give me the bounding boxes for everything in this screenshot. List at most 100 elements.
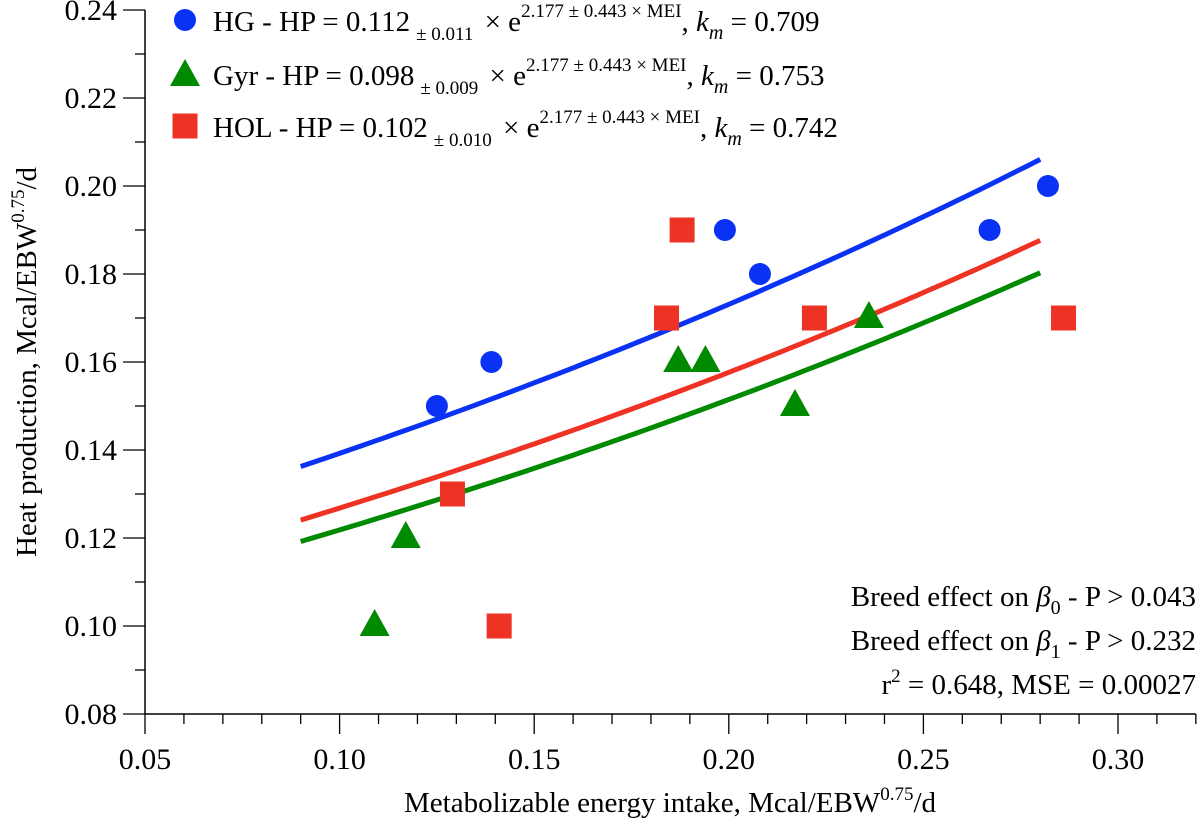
km-symbol: k <box>701 60 715 92</box>
legend-marker-gyr <box>170 59 200 86</box>
data-point-hol <box>654 305 680 331</box>
y-tick-label: 0.10 <box>65 610 118 643</box>
equation-b0: 0.102 <box>363 112 428 144</box>
fit-curves <box>299 157 1042 544</box>
data-point-hg <box>425 395 448 417</box>
fit-curve-gyr <box>299 270 1042 544</box>
equation-comma: , <box>700 112 715 144</box>
x-axis-label-text: Metabolizable energy intake, Mcal/EBW <box>404 787 881 819</box>
data-point-hol <box>439 481 465 507</box>
annotation-prefix: Breed effect on <box>851 625 1036 657</box>
x-tick-label: 0.20 <box>703 743 756 776</box>
beta-subscript: 1 <box>1051 641 1061 663</box>
km-equals: = <box>742 112 773 144</box>
y-axis-label-sup: 0.75 <box>8 190 29 223</box>
y-tick-label: 0.20 <box>65 170 118 203</box>
legend-equation: HOL - HP = 0.102 ± 0.010 × e2.177 ± 0.443… <box>213 107 838 151</box>
equation-prefix: HOL - HP = <box>213 112 363 144</box>
annotation-prefix: r <box>881 669 891 701</box>
x-axis-label-suffix: /d <box>913 787 936 819</box>
x-tick-label: 0.10 <box>313 743 366 776</box>
y-axis-label-text: Heat production, Mcal/EBW <box>11 222 43 557</box>
equation-b0: 0.098 <box>349 60 414 92</box>
equation-times: × e <box>482 60 526 92</box>
y-tick-label: 0.12 <box>65 522 118 555</box>
legend: HG - HP = 0.112 ± 0.011 × e2.177 ± 0.443 … <box>170 1 838 151</box>
annotation-line: r2 = 0.648, MSE = 0.00027 <box>881 666 1196 701</box>
legend-entry-hol: HOL - HP = 0.102 ± 0.010 × e2.177 ± 0.443… <box>172 107 838 151</box>
y-axis-label: Heat production, Mcal/EBW0.75/d <box>8 166 43 557</box>
km-symbol: k <box>714 112 728 144</box>
data-point-hg <box>978 219 1001 241</box>
y-tick-label: 0.14 <box>65 434 118 467</box>
data-point-hol <box>486 613 512 639</box>
equation-b0-se: ± 0.009 <box>420 78 478 99</box>
equation-times: × e <box>496 112 540 144</box>
equation-prefix: HG - HP = <box>213 6 346 38</box>
x-tick-label: 0.25 <box>897 743 950 776</box>
data-points <box>359 175 1077 639</box>
km-subscript: m <box>709 22 723 44</box>
legend-equation: HG - HP = 0.112 ± 0.011 × e2.177 ± 0.443 … <box>213 1 819 45</box>
km-equals: = <box>728 60 759 92</box>
data-point-gyr <box>390 521 421 548</box>
equation-prefix: Gyr - HP = <box>213 60 349 92</box>
equation-comma: , <box>682 6 697 38</box>
data-point-gyr <box>779 389 810 416</box>
data-point-hol <box>1051 305 1077 331</box>
equation-b0-se: ± 0.011 <box>416 24 473 45</box>
legend-marker-hg <box>174 9 196 31</box>
legend-marker-hol <box>172 113 198 139</box>
legend-equation: Gyr - HP = 0.098 ± 0.009 × e2.177 ± 0.443… <box>213 55 824 99</box>
km-value: 0.753 <box>759 60 824 92</box>
equation-b0-se: ± 0.010 <box>434 130 492 151</box>
equation-exponent: 2.177 ± 0.443 × MEI <box>526 55 686 76</box>
equation-exponent: 2.177 ± 0.443 × MEI <box>521 1 681 22</box>
equation-comma: , <box>687 60 702 92</box>
data-point-hg <box>748 263 771 285</box>
x-tick-label: 0.30 <box>1092 743 1145 776</box>
y-tick-label: 0.16 <box>65 346 118 379</box>
beta-subscript: 0 <box>1051 597 1061 619</box>
annotation-line: Breed effect on β0 - P > 0.043 <box>851 581 1196 619</box>
x-axis-label: Metabolizable energy intake, Mcal/EBW0.7… <box>404 784 936 819</box>
y-axis-label-suffix: /d <box>11 166 43 189</box>
annotation-value: - P > 0.232 <box>1061 625 1196 657</box>
beta-symbol: β <box>1035 625 1051 657</box>
data-point-hg <box>480 351 503 373</box>
annotation-line: Breed effect on β1 - P > 0.232 <box>851 625 1196 663</box>
annotation-value: - P > 0.043 <box>1061 581 1196 613</box>
equation-exponent: 2.177 ± 0.443 × MEI <box>539 107 699 128</box>
r-squared-sup: 2 <box>891 666 901 687</box>
data-point-hg <box>1036 175 1059 197</box>
equation-times: × e <box>477 6 521 38</box>
y-tick-label: 0.18 <box>65 258 118 291</box>
x-axis-label-sup: 0.75 <box>880 784 913 805</box>
legend-entry-hg: HG - HP = 0.112 ± 0.011 × e2.177 ± 0.443 … <box>174 1 819 45</box>
y-tick-label: 0.22 <box>65 82 118 115</box>
data-point-gyr <box>663 345 694 372</box>
km-subscript: m <box>714 76 728 98</box>
data-point-gyr <box>853 301 884 328</box>
fit-curve-hol <box>299 238 1042 523</box>
x-tick-label: 0.15 <box>508 743 561 776</box>
equation-b0: 0.112 <box>346 6 410 38</box>
data-point-hol <box>801 305 827 331</box>
km-symbol: k <box>696 6 710 38</box>
data-point-gyr <box>690 345 721 372</box>
x-tick-label: 0.05 <box>119 743 172 776</box>
data-point-hol <box>669 217 695 243</box>
km-equals: = <box>723 6 754 38</box>
km-subscript: m <box>727 128 741 150</box>
km-value: 0.709 <box>754 6 819 38</box>
legend-entry-gyr: Gyr - HP = 0.098 ± 0.009 × e2.177 ± 0.443… <box>170 55 824 99</box>
annotation-value: = 0.648, MSE = 0.00027 <box>901 669 1196 701</box>
data-point-gyr <box>359 609 390 636</box>
km-value: 0.742 <box>773 112 838 144</box>
annotation-prefix: Breed effect on <box>851 581 1036 613</box>
data-point-hg <box>713 219 736 241</box>
beta-symbol: β <box>1035 581 1051 613</box>
axes: 0.05 0.10 0.15 0.20 0.25 0.30 0.08 0.10 0.12 0.14… <box>65 0 1197 776</box>
